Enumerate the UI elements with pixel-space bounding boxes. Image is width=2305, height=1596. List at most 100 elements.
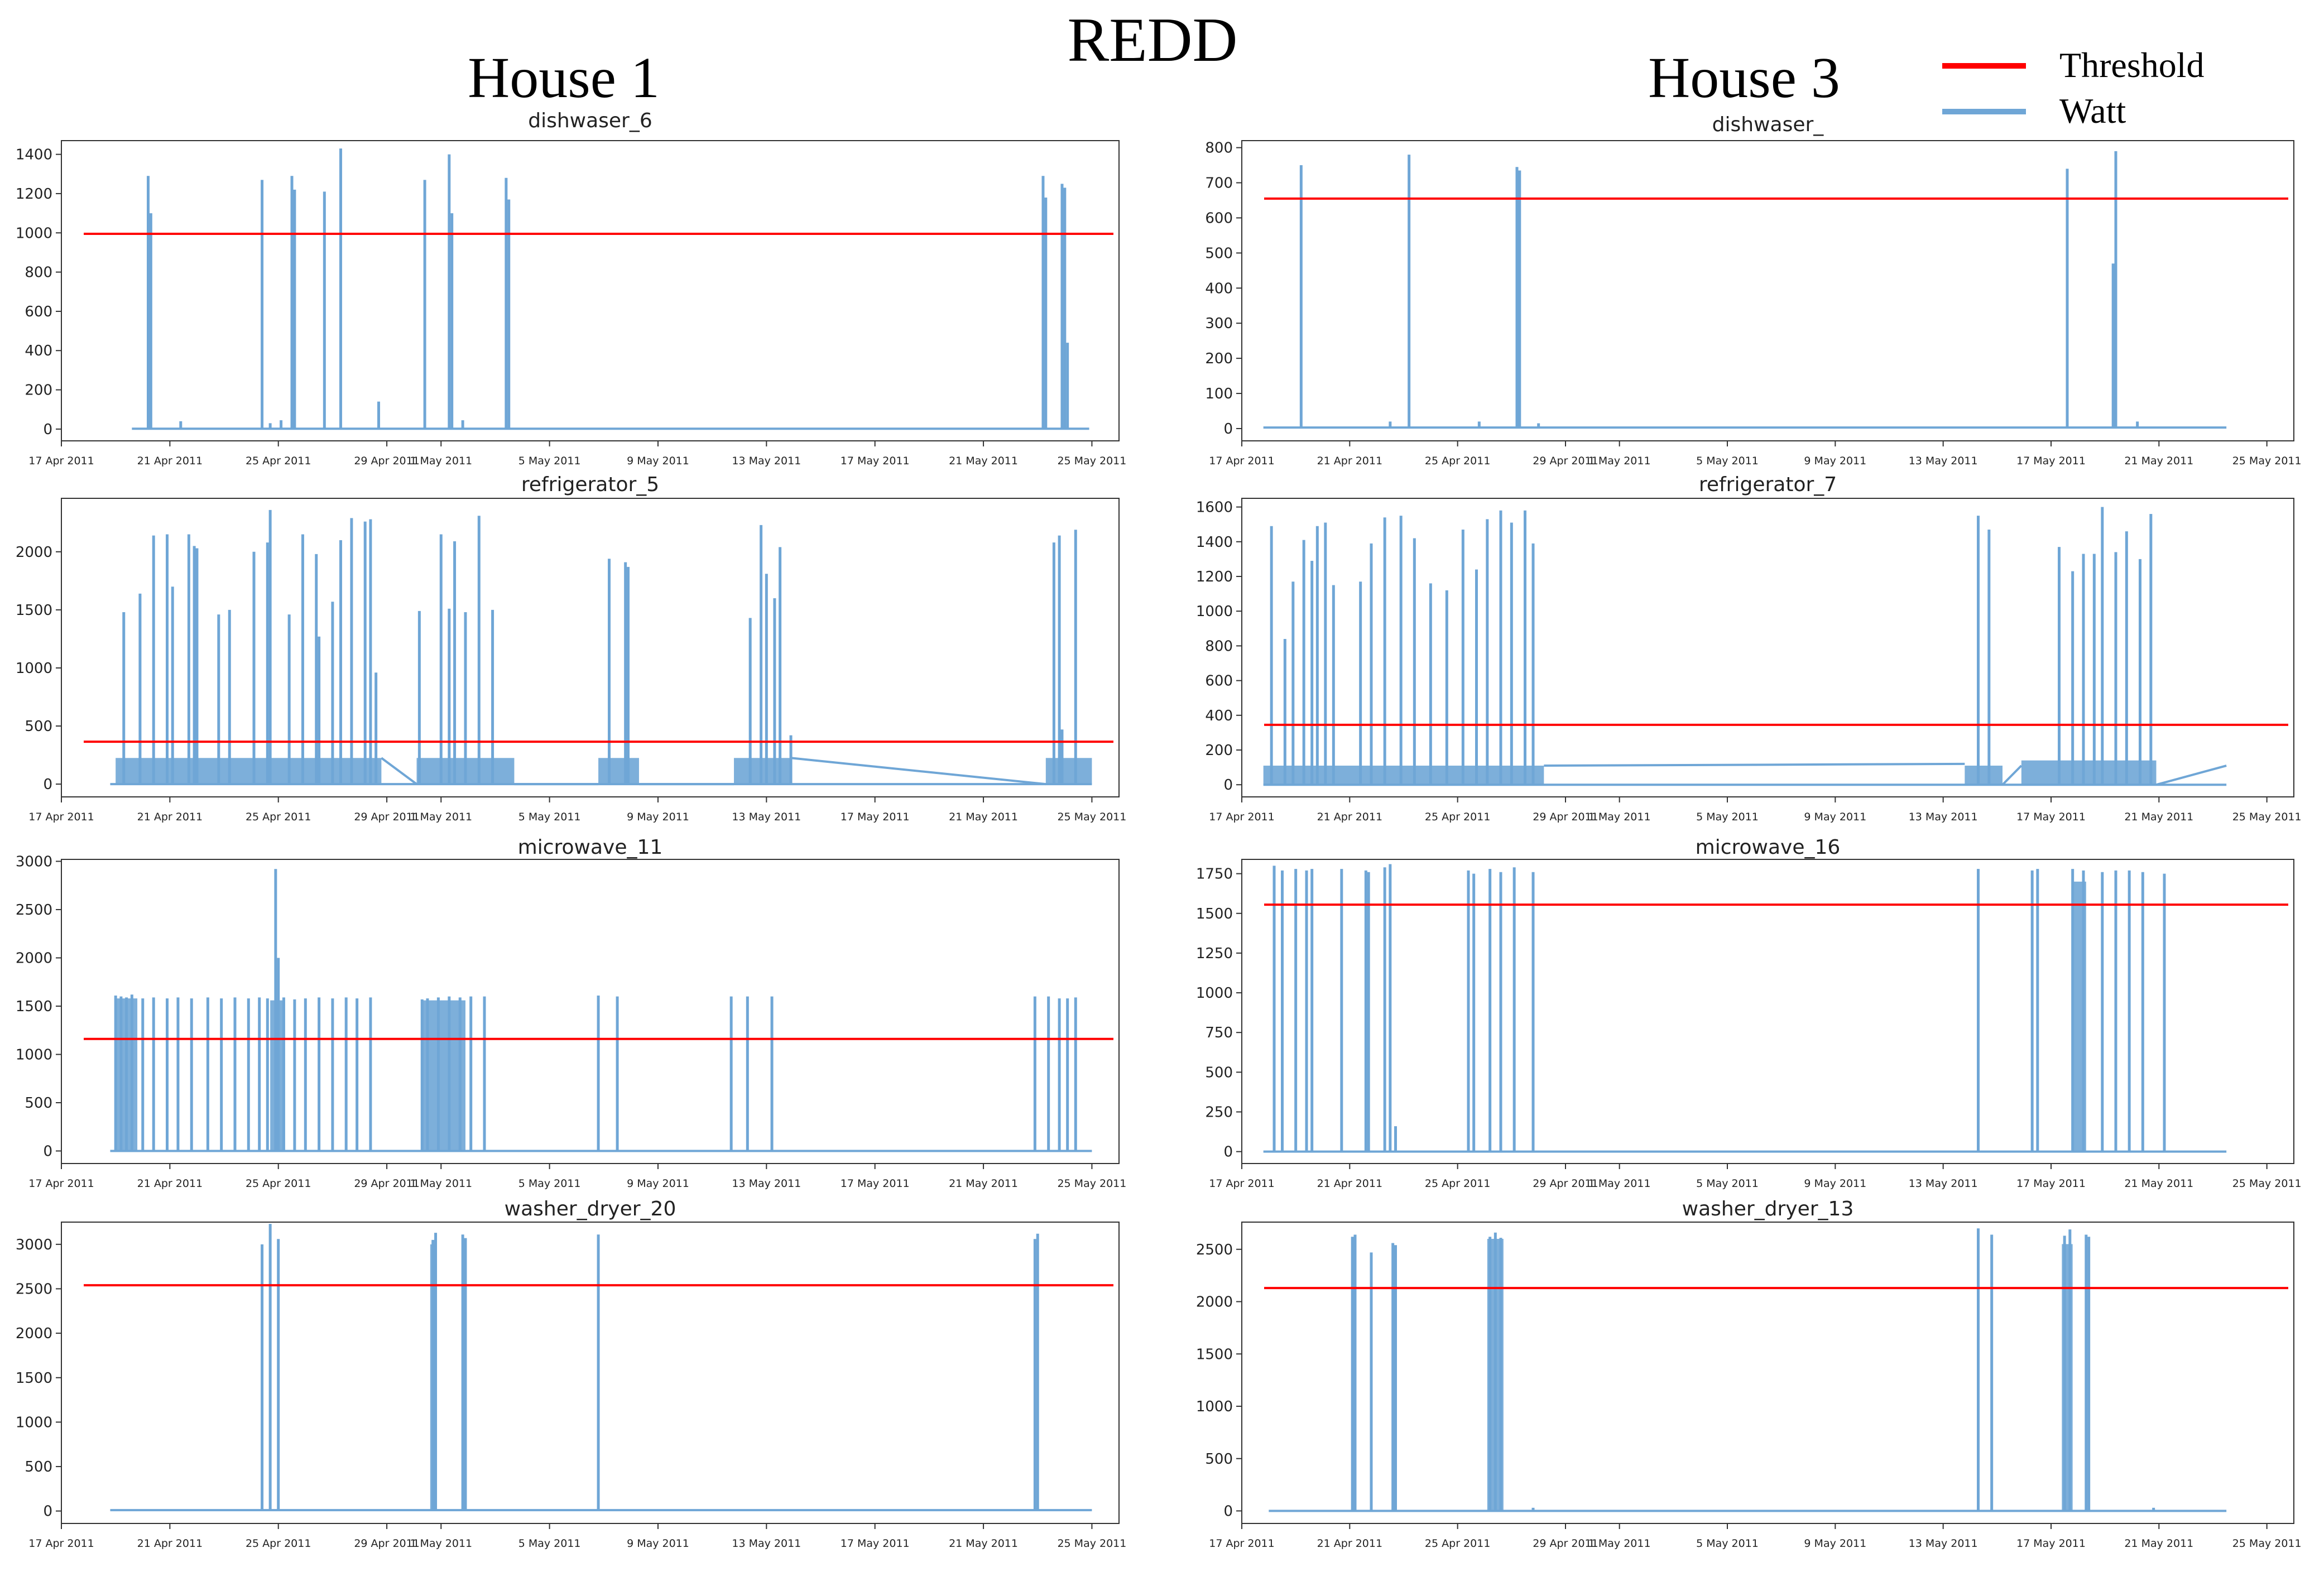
- y-tick-label: 1400: [1196, 534, 1233, 551]
- x-tick-label: 29 Apr 2011: [354, 455, 419, 467]
- y-tick-label: 500: [1205, 245, 1233, 262]
- legend-label-threshold: Threshold: [2059, 45, 2205, 85]
- y-tick-label: 1200: [1196, 569, 1233, 585]
- axes-frame: [61, 498, 1120, 797]
- x-tick-label: 25 Apr 2011: [1425, 811, 1490, 823]
- y-tick-label: 200: [1205, 350, 1233, 367]
- legend-swatch-threshold: [1942, 63, 2026, 69]
- y-tick-label: 1600: [1196, 499, 1233, 516]
- y-tick-label: 0: [1223, 1144, 1233, 1161]
- x-tick-label: 1 May 2011: [410, 811, 472, 823]
- watt-segment: [790, 757, 1046, 786]
- x-tick-label: 5 May 2011: [1696, 1177, 1759, 1190]
- x-tick-label: 17 Apr 2011: [1209, 1177, 1274, 1190]
- y-tick-label: 1250: [1196, 945, 1233, 962]
- x-tick-label: 9 May 2011: [627, 1537, 689, 1550]
- axes-frame: [61, 140, 1120, 441]
- x-tick-label: 17 May 2011: [2016, 1177, 2086, 1190]
- x-tick-label: 17 Apr 2011: [28, 1537, 94, 1550]
- y-tick-label: 0: [43, 776, 52, 793]
- x-tick-label: 9 May 2011: [627, 811, 689, 823]
- x-tick-label: 5 May 2011: [1696, 1537, 1759, 1550]
- watt-cycling-block: [598, 758, 639, 785]
- x-tick-label: 13 May 2011: [1909, 1177, 1978, 1190]
- x-tick-label: 17 Apr 2011: [28, 455, 94, 467]
- x-tick-label: 25 May 2011: [2232, 811, 2302, 823]
- y-tick-label: 0: [1223, 421, 1233, 438]
- legend-item-threshold: Threshold: [1942, 45, 2255, 85]
- x-tick-label: 21 Apr 2011: [1317, 455, 1382, 467]
- x-tick-label: 25 Apr 2011: [246, 811, 311, 823]
- y-tick-label: 3000: [16, 1237, 52, 1253]
- y-tick-label: 2500: [1196, 1242, 1233, 1258]
- x-tick-label: 25 Apr 2011: [246, 1177, 311, 1190]
- x-tick-label: 13 May 2011: [732, 811, 801, 823]
- x-tick-label: 29 Apr 2011: [1533, 1537, 1598, 1550]
- x-tick-label: 17 May 2011: [841, 1177, 910, 1190]
- y-tick-label: 1500: [1196, 906, 1233, 922]
- x-tick-label: 5 May 2011: [518, 1177, 581, 1190]
- panel-title: refrigerator_7: [1699, 473, 1837, 496]
- x-tick-label: 25 May 2011: [1057, 1537, 1126, 1550]
- y-tick-label: 2000: [1196, 1294, 1233, 1311]
- y-tick-label: 3000: [16, 853, 52, 870]
- figure-title: REDD: [1067, 6, 1238, 75]
- house-1-title: House 1: [468, 46, 660, 110]
- x-tick-label: 21 May 2011: [2124, 455, 2193, 467]
- x-tick-label: 29 Apr 2011: [1533, 1177, 1598, 1190]
- chart-panel-microwave-16: microwave_16 0 250 500 750 1000 1250 1500 1750 17…: [1196, 836, 2302, 1190]
- y-tick-label: 1000: [16, 1414, 52, 1431]
- chart-panel-washer-dryer-13: washer_dryer_13 0 500 1000 1500 2000 2500 17 Ap…: [1196, 1198, 2302, 1550]
- y-tick-label: 1500: [1196, 1346, 1233, 1363]
- x-tick-label: 29 Apr 2011: [354, 1537, 419, 1550]
- y-tick-label: 600: [25, 304, 52, 320]
- panel-title: dishwaser_6: [528, 109, 652, 132]
- y-tick-label: 400: [25, 343, 52, 359]
- y-tick-label: 600: [1205, 673, 1233, 690]
- x-tick-label: 1 May 2011: [410, 1537, 472, 1550]
- y-tick-label: 500: [25, 1459, 52, 1475]
- x-tick-label: 21 May 2011: [2124, 1537, 2193, 1550]
- watt-cycling-block: [2021, 760, 2157, 785]
- x-tick-label: 5 May 2011: [518, 811, 581, 823]
- watt-cycling-block: [1263, 766, 1544, 785]
- y-tick-label: 1000: [16, 225, 52, 242]
- y-tick-label: 500: [1205, 1064, 1233, 1081]
- panel-title: microwave_11: [518, 836, 663, 859]
- y-tick-label: 2500: [16, 902, 52, 919]
- axes-frame: [1241, 859, 2294, 1164]
- y-tick-label: 800: [1205, 638, 1233, 655]
- y-tick-label: 1400: [16, 147, 52, 164]
- x-tick-label: 13 May 2011: [732, 455, 801, 467]
- y-tick-label: 1500: [16, 1370, 52, 1387]
- chart-panel-dishwaser-6: dishwaser_6 0 200 400 600 800 1000 1200 1400 17 A…: [16, 109, 1127, 467]
- y-tick-label: 200: [1205, 742, 1233, 759]
- y-tick-label: 700: [1205, 175, 1233, 192]
- x-tick-label: 1 May 2011: [410, 1177, 472, 1190]
- y-tick-label: 1000: [16, 1046, 52, 1063]
- y-tick-label: 1200: [16, 186, 52, 203]
- axes-frame: [1241, 1222, 2294, 1524]
- x-tick-label: 21 Apr 2011: [1317, 1537, 1382, 1550]
- y-tick-label: 750: [1205, 1025, 1233, 1041]
- panel-title: refrigerator_5: [521, 473, 659, 496]
- panel-title: washer_dryer_13: [1682, 1198, 1854, 1220]
- x-tick-label: 21 Apr 2011: [1317, 811, 1382, 823]
- x-tick-label: 17 May 2011: [2016, 811, 2086, 823]
- axes-frame: [1241, 140, 2294, 441]
- x-tick-label: 25 May 2011: [1057, 1177, 1126, 1190]
- x-tick-label: 25 Apr 2011: [1425, 1177, 1490, 1190]
- panel-title: microwave_16: [1696, 836, 1841, 859]
- x-tick-label: 25 Apr 2011: [246, 455, 311, 467]
- x-tick-label: 9 May 2011: [627, 1177, 689, 1190]
- chart-panel-refrigerator-5: refrigerator_5 0 500 1000 1500 2000 17 Apr 201…: [16, 473, 1127, 823]
- x-tick-label: 29 Apr 2011: [354, 811, 419, 823]
- x-tick-label: 5 May 2011: [1696, 455, 1759, 467]
- y-tick-label: 250: [1205, 1104, 1233, 1121]
- x-tick-label: 29 Apr 2011: [1533, 811, 1598, 823]
- x-tick-label: 21 May 2011: [949, 1537, 1018, 1550]
- legend-swatch-watt: [1942, 109, 2026, 114]
- x-tick-label: 17 Apr 2011: [28, 1177, 94, 1190]
- y-tick-label: 0: [1223, 777, 1233, 794]
